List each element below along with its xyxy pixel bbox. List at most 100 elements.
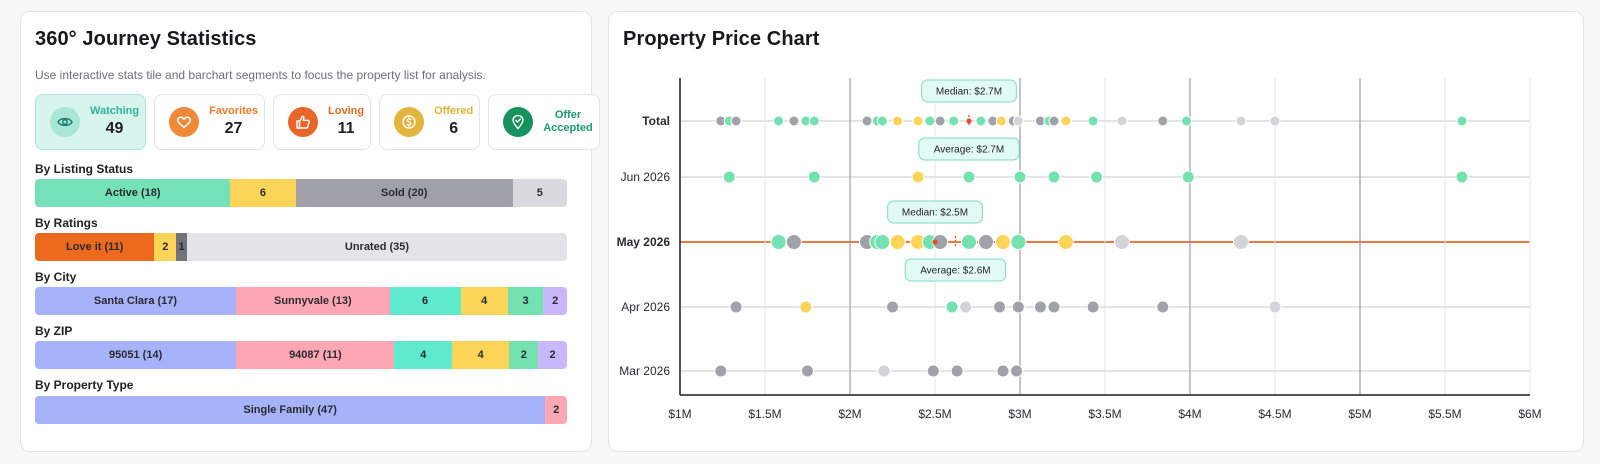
data-point[interactable]	[874, 234, 891, 250]
x-tick-label: $1M	[668, 407, 691, 421]
data-point[interactable]	[1235, 115, 1247, 127]
data-point[interactable]	[1060, 115, 1072, 127]
data-point[interactable]	[886, 300, 899, 314]
bar-segment[interactable]: 4	[460, 287, 508, 315]
data-point[interactable]	[714, 364, 728, 378]
price-chart-card: Property Price Chart $1M $1.5M $2M $2.5M $3M…	[608, 11, 1584, 452]
data-point[interactable]	[945, 300, 959, 314]
data-point[interactable]	[1047, 300, 1061, 314]
bar-segment[interactable]: Unrated (35)	[186, 233, 567, 261]
data-point[interactable]	[1233, 234, 1249, 250]
stat-tile-label: Offer Accepted	[543, 109, 593, 134]
data-point[interactable]	[993, 300, 1007, 314]
data-point[interactable]	[912, 115, 924, 127]
bar-segment[interactable]: 94087 (11)	[236, 341, 395, 369]
data-point[interactable]	[1033, 300, 1047, 314]
bar-segment[interactable]: 4	[451, 341, 510, 369]
row-label[interactable]: Jun 2026	[621, 170, 671, 184]
data-point[interactable]	[926, 364, 940, 378]
bar-segment[interactable]: 4	[394, 341, 452, 369]
data-point[interactable]	[861, 115, 873, 127]
data-point[interactable]	[807, 170, 821, 184]
data-point[interactable]	[1086, 300, 1100, 314]
data-point[interactable]	[1010, 234, 1027, 250]
stat-tile-count: 11	[337, 120, 355, 138]
data-point[interactable]	[1269, 115, 1281, 127]
data-point[interactable]	[1012, 115, 1024, 127]
section-label-by-property-type: By Property Type	[35, 378, 134, 392]
data-point[interactable]	[995, 115, 1007, 127]
data-point[interactable]	[911, 170, 925, 184]
data-point[interactable]	[961, 234, 977, 250]
data-point[interactable]	[785, 234, 802, 250]
data-point[interactable]	[996, 364, 1010, 378]
data-point[interactable]	[995, 234, 1011, 250]
data-point[interactable]	[1156, 300, 1170, 314]
stat-tile-loving[interactable]: Loving 11	[273, 94, 372, 150]
stat-tile-favorites[interactable]: Favorites 27	[154, 94, 266, 150]
data-point[interactable]	[773, 115, 785, 127]
data-point[interactable]	[1455, 170, 1469, 184]
data-point[interactable]	[1047, 170, 1061, 184]
data-point[interactable]	[1013, 170, 1027, 184]
data-point[interactable]	[801, 364, 814, 378]
bar-segment[interactable]: 3	[507, 287, 544, 315]
data-point[interactable]	[950, 364, 964, 378]
data-point[interactable]	[730, 115, 742, 127]
data-point[interactable]	[1456, 115, 1468, 127]
bar-segment[interactable]: Sold (20)	[295, 179, 513, 207]
stat-tile-count: 6	[449, 120, 459, 138]
data-point[interactable]	[799, 300, 813, 314]
bar-segment[interactable]: Love it (11)	[35, 233, 155, 261]
data-point[interactable]	[934, 115, 946, 127]
data-point[interactable]	[876, 115, 888, 127]
data-point[interactable]	[1090, 170, 1103, 184]
data-point[interactable]	[729, 300, 743, 314]
bar-segment[interactable]: Sunnyvale (13)	[235, 287, 390, 315]
bar-segment[interactable]: 2	[543, 287, 567, 315]
data-point[interactable]	[1268, 300, 1282, 314]
data-point[interactable]	[1011, 300, 1025, 314]
data-point[interactable]	[1087, 115, 1099, 127]
row-label[interactable]: Total	[642, 114, 670, 128]
data-point[interactable]	[1114, 234, 1130, 250]
bar-segment[interactable]: 2	[509, 341, 539, 369]
data-point[interactable]	[1048, 115, 1060, 127]
row-label[interactable]: Apr 2026	[621, 300, 670, 314]
data-point[interactable]	[924, 115, 936, 127]
data-point[interactable]	[808, 115, 820, 127]
data-point[interactable]	[788, 115, 800, 127]
bar-segment[interactable]: 1	[176, 233, 187, 261]
data-point[interactable]	[892, 115, 904, 127]
data-point[interactable]	[959, 300, 973, 314]
data-point[interactable]	[1181, 115, 1193, 127]
bar-segment[interactable]: Active (18)	[35, 179, 231, 207]
stat-tile-offer-accepted[interactable]: Offer Accepted	[488, 94, 600, 150]
data-point[interactable]	[978, 234, 994, 250]
bar-segment[interactable]: 2	[538, 341, 567, 369]
data-point[interactable]	[1010, 364, 1024, 378]
data-point[interactable]	[877, 364, 891, 378]
bar-segment[interactable]: 6	[230, 179, 296, 207]
bar-segment[interactable]: 95051 (14)	[35, 341, 237, 369]
data-point[interactable]	[1116, 115, 1128, 127]
data-point[interactable]	[948, 115, 960, 127]
row-label[interactable]: May 2026	[617, 235, 671, 249]
data-point[interactable]	[975, 115, 987, 127]
data-point[interactable]	[770, 234, 787, 250]
data-point[interactable]	[1157, 115, 1169, 127]
data-point[interactable]	[722, 170, 736, 184]
bar-segment[interactable]: 6	[389, 287, 461, 315]
bar-segment[interactable]: 2	[154, 233, 177, 261]
data-point[interactable]	[1057, 234, 1074, 250]
data-point[interactable]	[962, 170, 976, 184]
data-point[interactable]	[1181, 170, 1195, 184]
bar-segment[interactable]: 5	[512, 179, 567, 207]
stat-tile-offered[interactable]: Offered 6	[379, 94, 481, 150]
bar-segment[interactable]: Single Family (47)	[35, 396, 546, 424]
row-label[interactable]: Mar 2026	[619, 364, 670, 378]
bar-segment[interactable]: 2	[545, 396, 567, 424]
data-point[interactable]	[889, 234, 906, 250]
bar-segment[interactable]: Santa Clara (17)	[35, 287, 236, 315]
stat-tile-watching[interactable]: Watching 49	[35, 94, 147, 150]
